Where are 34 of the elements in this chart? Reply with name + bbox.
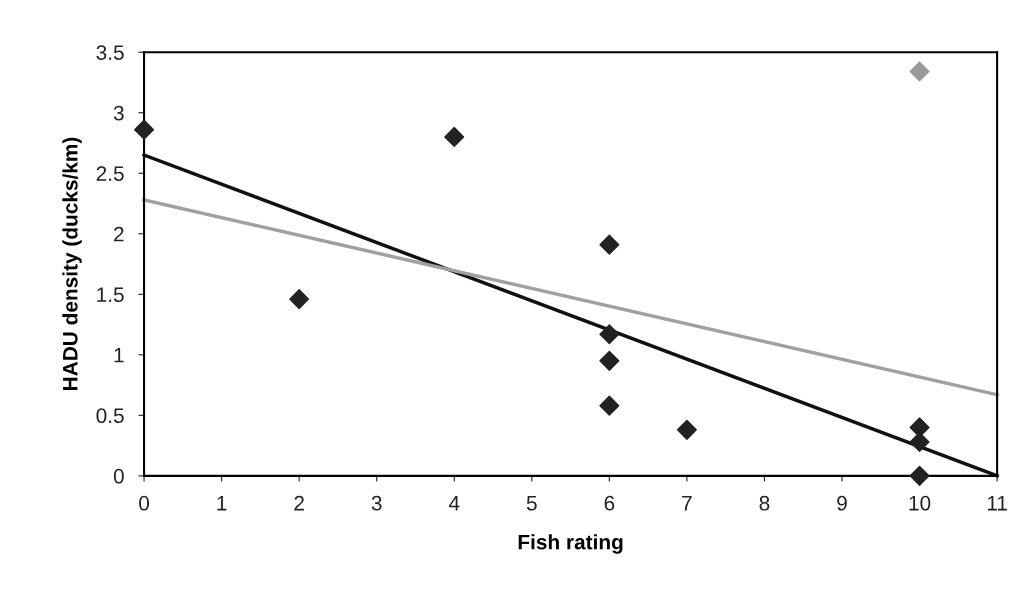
x-tick-label: 11 xyxy=(987,496,1007,511)
x-tick-label: 4 xyxy=(448,496,460,511)
x-tick-label: 2 xyxy=(294,495,304,511)
y-tick-label: 1.5 xyxy=(97,287,124,303)
point xyxy=(599,350,620,371)
y-tick-label: 0 xyxy=(113,468,124,484)
x-tick-label: 0 xyxy=(139,495,150,511)
point xyxy=(599,395,620,416)
x-tick-label: 6 xyxy=(604,495,615,511)
y-tick-label: 3.5 xyxy=(96,45,124,60)
point xyxy=(909,61,930,82)
y-tick-label: 1 xyxy=(114,348,124,363)
x-tick-label: 3 xyxy=(371,495,382,511)
y-tick-label: 2.5 xyxy=(96,166,124,181)
point xyxy=(676,419,697,440)
y-tick-label: 3 xyxy=(113,105,124,121)
x-tick-label: 7 xyxy=(682,496,692,511)
y-tick-label: 0.5 xyxy=(96,408,124,424)
x-axis-title: Fish rating xyxy=(518,534,623,554)
x-tick-label: 9 xyxy=(837,495,847,511)
point xyxy=(599,324,620,345)
point xyxy=(909,465,930,486)
point xyxy=(599,234,620,255)
x-tick-label: 5 xyxy=(526,496,537,511)
y-tick-label: 2 xyxy=(114,226,124,242)
point xyxy=(134,119,155,140)
point xyxy=(909,431,930,452)
point xyxy=(909,417,930,438)
x-tick-label: 10 xyxy=(909,495,931,511)
y-axis-title: HADU density (ducks/km) xyxy=(62,137,82,390)
x-tick-label: 1 xyxy=(217,496,227,511)
point xyxy=(444,126,465,147)
x-tick-label: 8 xyxy=(759,495,770,511)
point xyxy=(289,289,310,310)
